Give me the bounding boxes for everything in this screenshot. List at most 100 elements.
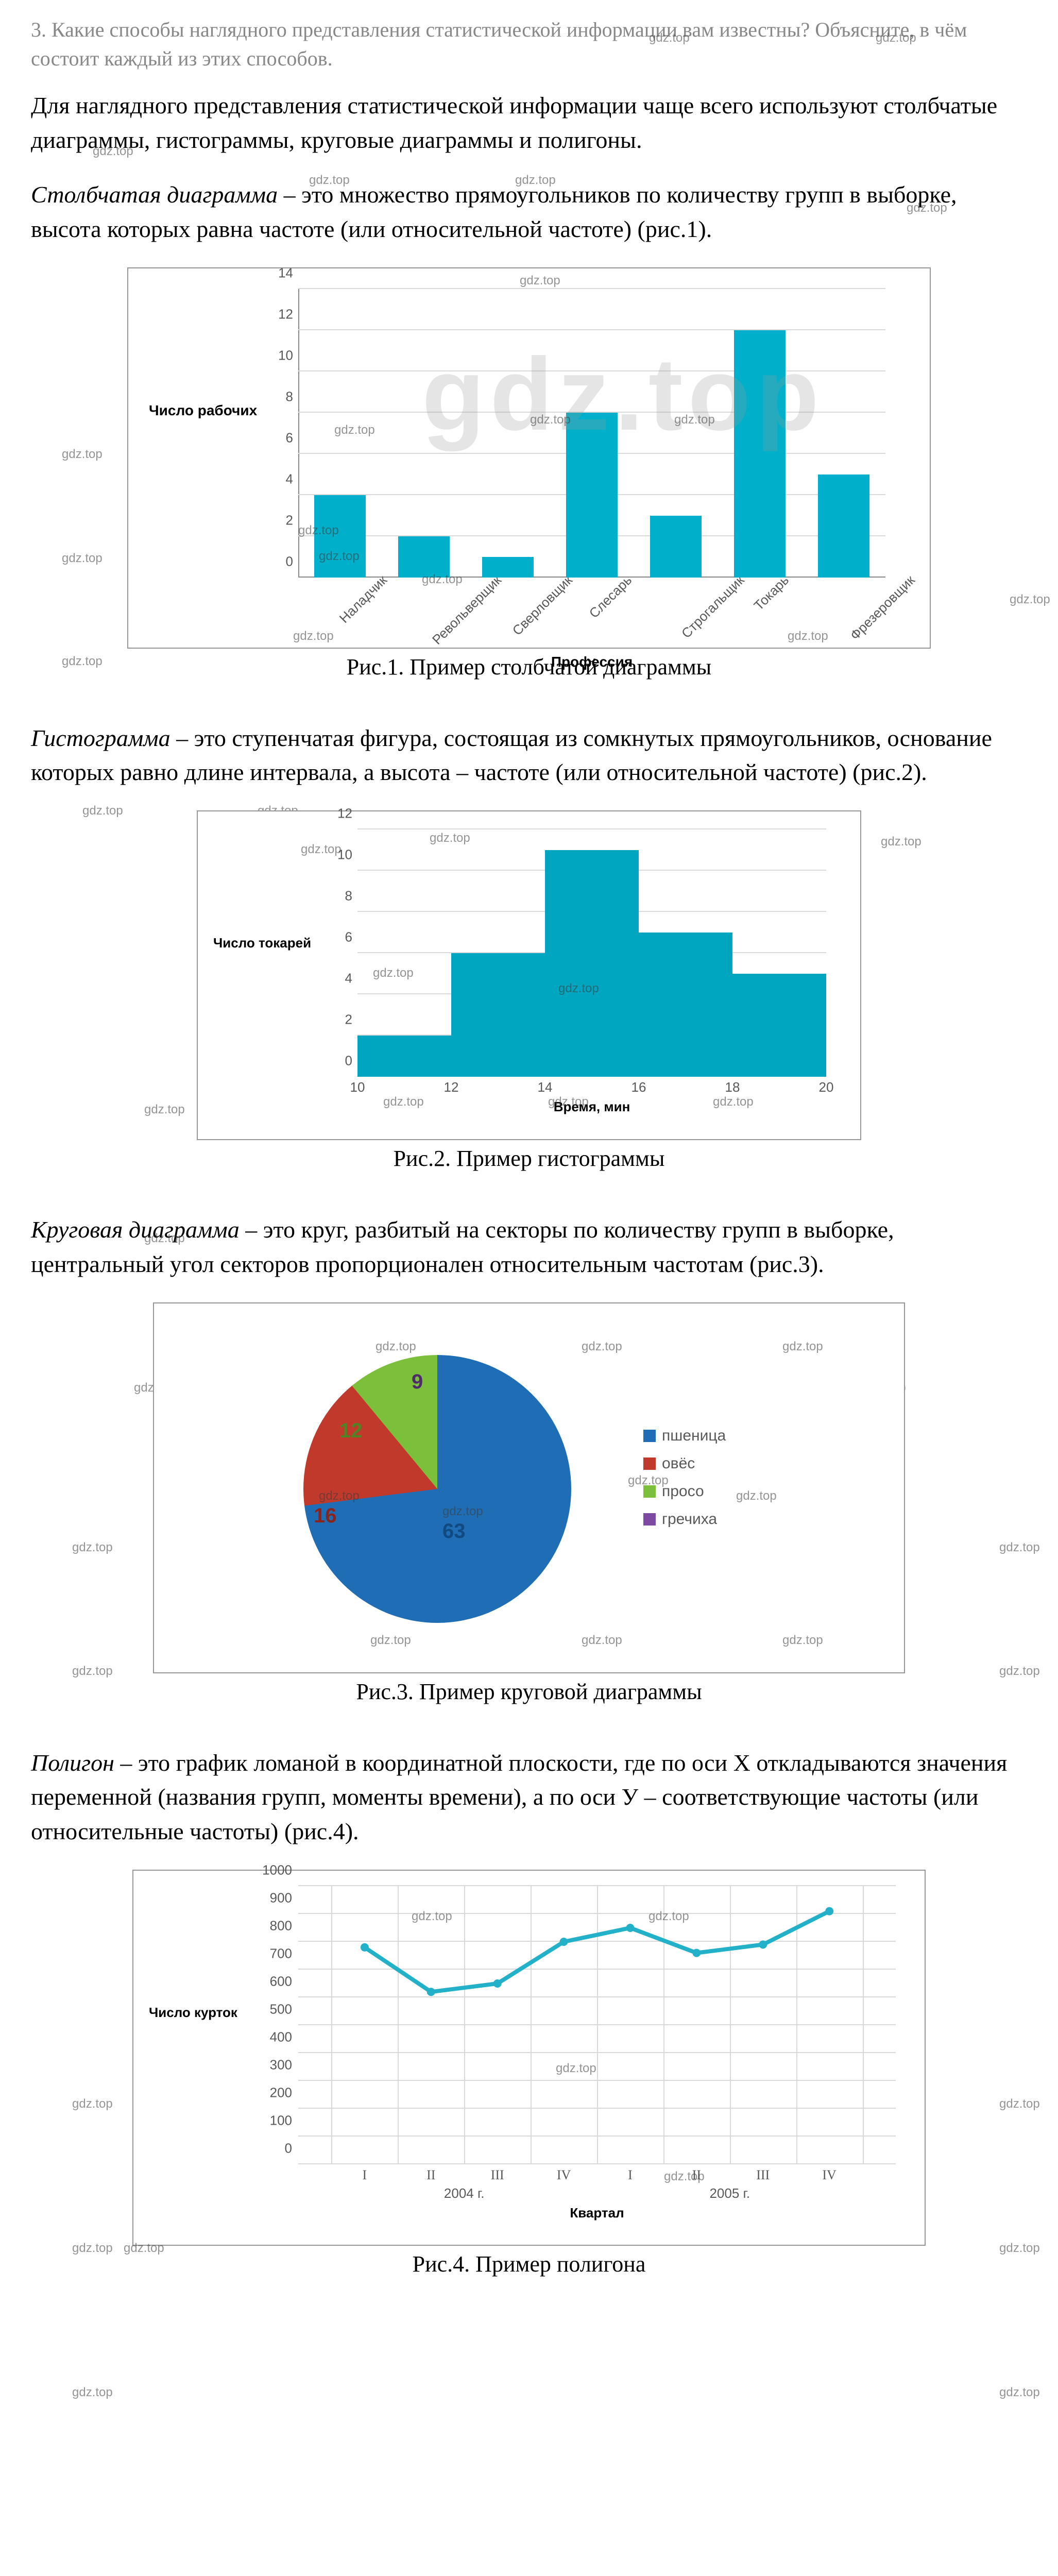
fig4-y-tick: 1000 <box>262 1862 292 1878</box>
fig2-plot: 2 4 6 8 10 12 0 101214161820 Время, мин <box>357 829 826 1077</box>
fig4-y-tick: 600 <box>270 1973 292 1989</box>
figure-bar-chart: Число рабочих 2 4 6 8 10 12 14 0 Наладчи… <box>127 267 931 649</box>
hist-paragraph: Гистограмма – это ступенчатая фигура, со… <box>31 721 1027 790</box>
fig2-x-title: Время, мин <box>554 1099 630 1115</box>
marker <box>692 1948 701 1957</box>
watermark: gdz.top <box>383 1095 424 1109</box>
hist-x-tick: 14 <box>538 1079 553 1095</box>
pie-paragraph: Круговая диаграмма – это круг, разбитый … <box>31 1213 1027 1281</box>
fig4-x-tick: I <box>628 2167 633 2183</box>
pie-value-buck: 9 <box>412 1370 423 1394</box>
fig4-y-tick: 300 <box>270 2057 292 2073</box>
bar <box>650 516 702 578</box>
watermark: gdz.top <box>582 1340 622 1354</box>
caption-3: Рис.3. Пример круговой диаграммы <box>31 1679 1027 1705</box>
bar <box>818 474 869 578</box>
watermark: gdz.top <box>72 2385 113 2400</box>
pie-value-millet: 12 <box>339 1419 363 1443</box>
marker <box>560 1938 568 1946</box>
watermark: gdz.top <box>376 1340 416 1354</box>
legend-item: пшеница <box>643 1427 726 1445</box>
pie-legend: пшеница овёс просо гречиха <box>643 1427 726 1538</box>
figure-polygon: Число курток 010020030040050060070080090… <box>132 1870 926 2246</box>
marker <box>626 1924 634 1932</box>
watermark: gdz.top <box>736 1489 777 1503</box>
watermark: gdz.top <box>520 274 560 288</box>
fig1-x-title: Профессия <box>551 654 633 670</box>
pie-term: Круговая диаграмма <box>31 1216 240 1243</box>
fig4-y-tick: 900 <box>270 1890 292 1906</box>
hist-x-tick: 20 <box>819 1079 834 1095</box>
fig1-plot: 2 4 6 8 10 12 14 0 НаладчикРевольверщикС… <box>298 289 885 578</box>
fig4-x-tick: I <box>363 2167 367 2183</box>
bar-category-label: Револьверщик <box>429 572 505 648</box>
hist-x-tick: 16 <box>632 1079 646 1095</box>
poly-paragraph: Полигон – это график ломаной в координат… <box>31 1746 1027 1849</box>
fig4-plot: 01002003004005006007008009001000 IIIIIII… <box>298 1886 896 2164</box>
fig2-y-title: Число токарей <box>213 935 311 951</box>
watermark: gdz.top <box>582 1633 622 1648</box>
fig4-y-tick: 100 <box>270 2112 292 2128</box>
pie-value-wheat: 63 <box>442 1520 466 1543</box>
intro-paragraph: Для наглядного представления статистичес… <box>31 89 1027 157</box>
watermark: gdz.top <box>782 1633 823 1648</box>
fig4-x-tick: IV <box>822 2167 836 2183</box>
big-watermark: gdz.top <box>422 335 824 454</box>
marker <box>759 1940 767 1948</box>
legend-label: гречиха <box>662 1511 717 1528</box>
legend-item: просо <box>643 1483 726 1500</box>
fig4-x-tick: III <box>756 2167 770 2183</box>
marker <box>427 1988 435 1996</box>
pie <box>303 1355 571 1623</box>
hist-bar <box>451 953 545 1077</box>
watermark: gdz.top <box>293 629 334 643</box>
hist-term: Гистограмма <box>31 725 170 751</box>
fig4-x-title: Квартал <box>570 2205 624 2221</box>
fig4-group-1: 2004 г. <box>444 2185 485 2201</box>
legend-item: гречиха <box>643 1511 726 1528</box>
bar-term: Столбчатая диаграмма <box>31 181 278 208</box>
bar-paragraph: Столбчатая диаграмма – это множество пря… <box>31 178 1027 246</box>
bar-category-label: Слесарь <box>586 572 635 621</box>
fig1-y-title: Число рабочих <box>149 402 257 419</box>
fig4-x-tick: II <box>692 2167 701 2183</box>
fig4-y-tick: 0 <box>285 2140 292 2156</box>
marker <box>493 1979 502 1988</box>
pie-value-oats: 16 <box>314 1504 337 1528</box>
fig4-x-tick: IV <box>557 2167 571 2183</box>
marker <box>825 1907 833 1915</box>
poly-term: Полигон <box>31 1750 114 1776</box>
watermark: gdz.top <box>788 629 828 643</box>
watermark: gdz.top <box>782 1340 823 1354</box>
legend-item: овёс <box>643 1455 726 1472</box>
fig4-y-tick: 800 <box>270 1918 292 1934</box>
fig4-y-title: Число курток <box>149 2005 237 2021</box>
hist-x-tick: 18 <box>725 1079 740 1095</box>
polyline <box>365 1911 829 1992</box>
fig4-y-tick: 500 <box>270 2001 292 2017</box>
bar <box>482 557 534 578</box>
fig4-group-2: 2005 г. <box>709 2185 750 2201</box>
legend-label: просо <box>662 1483 704 1500</box>
watermark: gdz.top <box>999 2385 1040 2400</box>
bar-category-label: Наладчик <box>336 572 390 626</box>
poly-text: – это график ломаной в координатной плос… <box>31 1750 1007 1844</box>
caption-2: Рис.2. Пример гистограммы <box>31 1145 1027 1172</box>
fig4-y-tick: 400 <box>270 2029 292 2045</box>
marker <box>361 1943 369 1951</box>
bar-category-label: Фрезеровщик <box>847 572 918 643</box>
fig4-y-tick: 700 <box>270 1945 292 1961</box>
figure-histogram: Число токарей 2 4 6 8 10 12 0 1012141618… <box>197 810 861 1140</box>
bar <box>398 536 450 578</box>
hist-text: – это ступенчатая фигура, состоящая из с… <box>31 725 992 786</box>
caption-4: Рис.4. Пример полигона <box>31 2251 1027 2277</box>
watermark: gdz.top <box>713 1095 754 1109</box>
hist-bar <box>639 933 732 1077</box>
bar <box>314 495 366 578</box>
question-prompt: 3. Какие способы наглядного представлени… <box>31 15 1027 73</box>
hist-x-tick: 10 <box>350 1079 365 1095</box>
hist-bar <box>357 1036 451 1077</box>
fig4-x-tick: II <box>426 2167 435 2183</box>
bar-category-label: Сверловщик <box>509 572 576 638</box>
fig4-y-tick: 200 <box>270 2084 292 2100</box>
